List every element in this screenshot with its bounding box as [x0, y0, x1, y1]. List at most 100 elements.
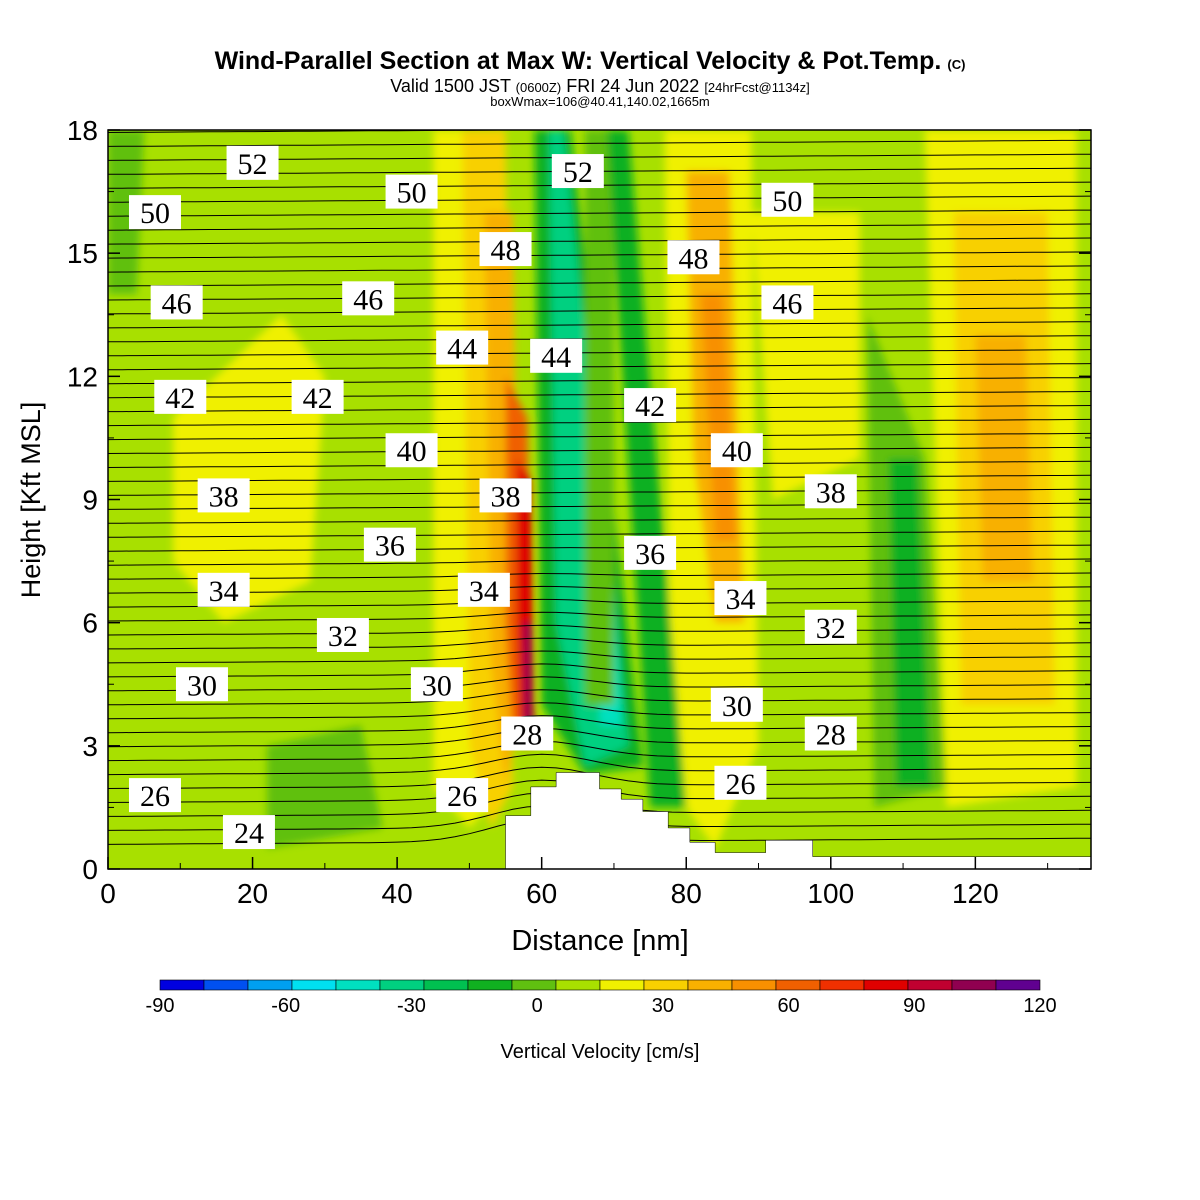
svg-text:52: 52	[238, 148, 268, 181]
theta-label: 28	[804, 716, 857, 752]
isentrope-line	[108, 727, 1091, 748]
theta-label: 26	[436, 778, 489, 813]
x-tick-label: 20	[237, 878, 268, 909]
velocity-region-11	[700, 294, 737, 541]
theta-label: 30	[175, 667, 228, 702]
x-axis-label: Distance [nm]	[511, 925, 688, 957]
colorbar-swatch	[643, 979, 689, 991]
theta-label: 42	[624, 388, 677, 423]
isentrope-line	[108, 598, 1091, 608]
isentrope-line	[108, 335, 1091, 343]
x-tick-label: 0	[100, 878, 116, 909]
velocity-region-12	[585, 130, 614, 705]
svg-text:46: 46	[772, 287, 802, 320]
theta-label: 24	[222, 815, 275, 850]
colorbar-swatch	[511, 979, 557, 991]
svg-text:52: 52	[563, 156, 593, 189]
colorbar-swatch	[555, 979, 601, 991]
theta-label: 38	[479, 478, 532, 513]
isentrope-line	[108, 502, 1091, 510]
isentrope-line	[108, 265, 1091, 273]
isentrope-line	[108, 391, 1091, 399]
isentrope-line	[108, 753, 1091, 776]
isentrope-line	[108, 624, 1091, 636]
y-tick-label: 15	[67, 238, 98, 269]
colorbar-tick-label: -60	[271, 995, 300, 1017]
theta-label: 50	[128, 195, 181, 230]
svg-text:38: 38	[209, 480, 239, 513]
velocity-region-15	[888, 458, 932, 787]
theta-label: 36	[624, 535, 677, 571]
svg-text:40: 40	[722, 435, 752, 468]
theta-label: 52	[226, 145, 279, 181]
colorbar-label: Vertical Velocity [cm/s]	[501, 1041, 700, 1063]
theta-label: 40	[710, 433, 763, 468]
isentrope-line	[108, 432, 1091, 441]
svg-text:34: 34	[209, 575, 239, 608]
svg-text:50: 50	[397, 177, 427, 210]
svg-text:32: 32	[816, 612, 846, 645]
svg-text:36: 36	[635, 538, 665, 571]
isentrope-line	[108, 446, 1091, 454]
svg-text:46: 46	[162, 287, 192, 320]
colorbar-swatch	[159, 979, 205, 991]
svg-text:28: 28	[816, 719, 846, 752]
isentrope-line	[108, 676, 1091, 692]
theta-label: 50	[761, 182, 814, 218]
svg-text:44: 44	[447, 333, 477, 366]
isentrope-line	[108, 209, 1091, 217]
theta-label: 46	[342, 281, 395, 316]
colorbar-swatch	[335, 979, 381, 991]
svg-text:48: 48	[678, 242, 708, 275]
isentrope-line	[108, 195, 1091, 203]
svg-text:26: 26	[447, 780, 477, 813]
svg-text:30: 30	[422, 669, 452, 702]
isentrope-line	[108, 237, 1091, 245]
colorbar-swatch	[203, 979, 249, 991]
theta-label: 44	[530, 338, 583, 374]
svg-text:40: 40	[397, 435, 427, 468]
svg-text:24: 24	[234, 817, 264, 850]
isentrope-line	[108, 377, 1091, 385]
velocity-region-21	[751, 212, 860, 500]
colorbar-swatch	[907, 979, 953, 991]
chart-subtitle: Valid 1500 JST (0600Z) FRI 24 Jun 2022 […	[390, 76, 810, 96]
colorbar: -90 -60 -30 0 30 60 90 120	[146, 979, 1057, 1017]
x-tick-label: 80	[671, 878, 702, 909]
isentrope-line	[108, 130, 586, 133]
svg-text:36: 36	[375, 530, 405, 563]
isentrope-line	[108, 139, 1091, 147]
colorbar-swatch	[687, 979, 733, 991]
theta-label: 52	[551, 154, 604, 189]
theta-label: 34	[714, 581, 767, 616]
theta-label: 26	[128, 778, 181, 813]
isentrope-line	[108, 611, 1091, 622]
colorbar-swatch	[467, 979, 513, 991]
isentrope-line	[108, 572, 1091, 580]
colorbar-swatch	[863, 979, 909, 991]
theta-label: 26	[714, 765, 767, 801]
colorbar-swatch	[775, 979, 821, 991]
svg-text:26: 26	[725, 768, 755, 801]
isentrope-line	[108, 488, 1091, 496]
colorbar-swatch	[379, 979, 425, 991]
x-tick-label: 120	[952, 878, 999, 909]
y-tick-label: 3	[82, 731, 98, 762]
svg-text:38: 38	[491, 480, 521, 513]
svg-text:34: 34	[725, 583, 755, 616]
isentrope-line	[108, 585, 1091, 594]
colorbar-swatch	[291, 979, 337, 991]
x-tick-label: 60	[526, 878, 557, 909]
theta-label: 32	[804, 609, 857, 645]
y-tick-label: 6	[82, 608, 98, 639]
theta-label: 40	[385, 433, 438, 468]
isentrope-line	[108, 650, 1091, 664]
colorbar-tick-label: 120	[1023, 995, 1056, 1017]
colorbar-swatch	[599, 979, 645, 991]
colorbar-swatch	[951, 979, 997, 991]
theta-label: 44	[436, 330, 489, 366]
theta-label: 38	[197, 478, 250, 513]
svg-text:26: 26	[140, 780, 170, 813]
